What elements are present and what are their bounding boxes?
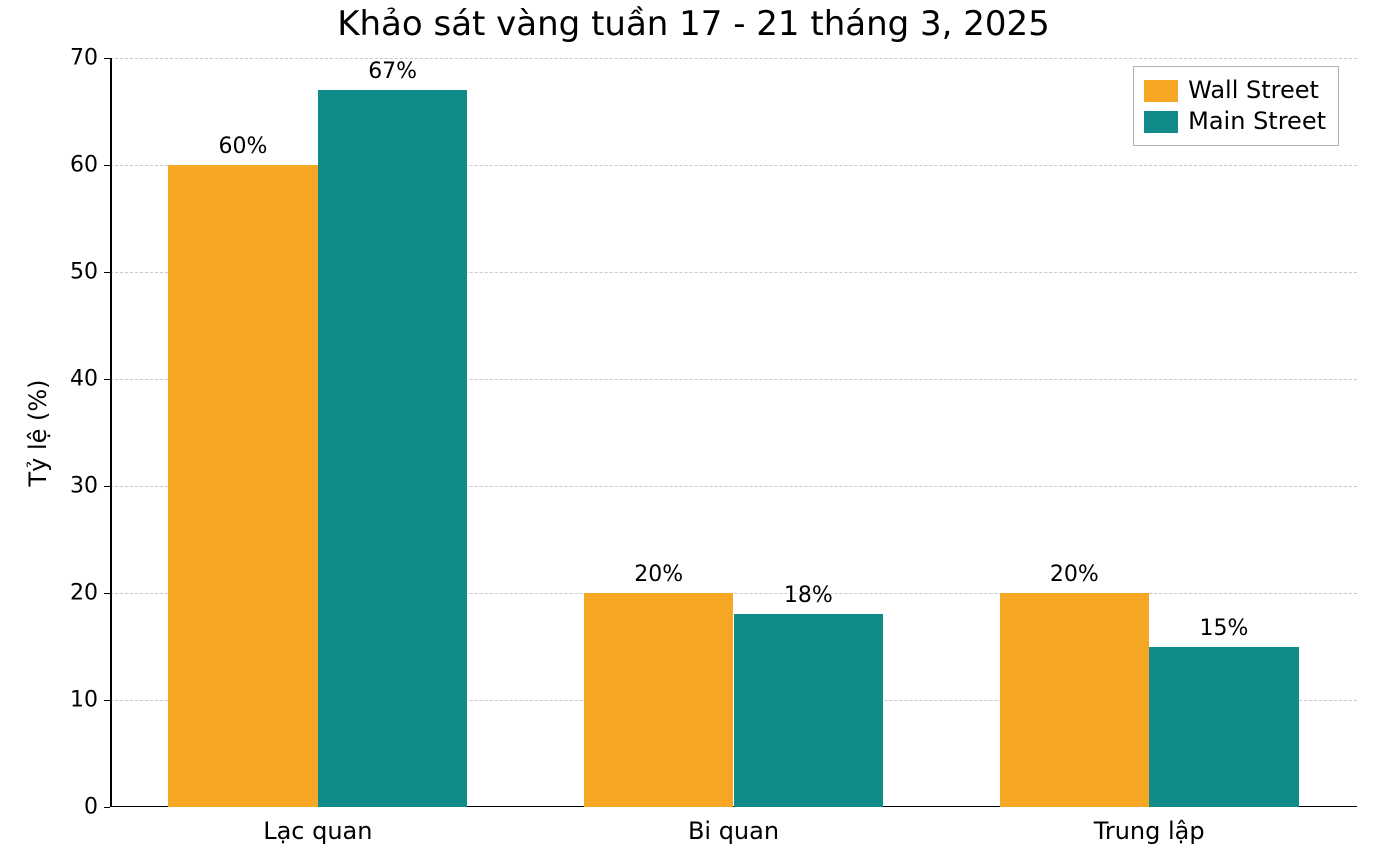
bar xyxy=(318,90,468,807)
legend-label: Main Street xyxy=(1188,106,1326,137)
x-tick-label: Bi quan xyxy=(688,807,779,845)
bar xyxy=(734,614,884,807)
bar xyxy=(1149,647,1299,808)
bar xyxy=(1000,593,1150,807)
x-tick-label: Lạc quan xyxy=(263,807,372,845)
legend-swatch xyxy=(1144,80,1178,102)
legend-label: Wall Street xyxy=(1188,75,1319,106)
y-axis-label: Tỷ lệ (%) xyxy=(24,379,52,486)
y-tick-mark xyxy=(104,807,110,808)
grid-line xyxy=(110,58,1357,59)
bar-value-label: 20% xyxy=(1050,562,1099,593)
bar xyxy=(584,593,734,807)
bar xyxy=(168,165,318,807)
y-axis-spine xyxy=(110,58,112,807)
bar-value-label: 18% xyxy=(784,583,833,614)
bar-value-label: 60% xyxy=(219,134,268,165)
plot-area: 010203040506070Lạc quan60%67%Bi quan20%1… xyxy=(110,58,1357,807)
bar-value-label: 20% xyxy=(634,562,683,593)
legend-swatch xyxy=(1144,111,1178,133)
legend: Wall StreetMain Street xyxy=(1133,66,1339,146)
chart-title: Khảo sát vàng tuần 17 - 21 tháng 3, 2025 xyxy=(0,4,1387,44)
bar-value-label: 15% xyxy=(1200,616,1249,647)
chart-container: Khảo sát vàng tuần 17 - 21 tháng 3, 2025… xyxy=(0,0,1387,867)
bar-value-label: 67% xyxy=(368,59,417,90)
legend-item: Main Street xyxy=(1144,106,1326,137)
x-tick-label: Trung lập xyxy=(1094,807,1205,845)
legend-item: Wall Street xyxy=(1144,75,1326,106)
